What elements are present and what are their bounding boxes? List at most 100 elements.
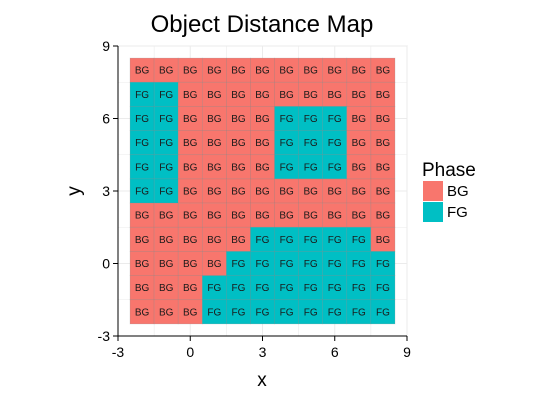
cell-label: BG (159, 211, 174, 222)
cell-fill (274, 251, 299, 276)
cell-label: BG (159, 307, 174, 318)
cell-label: BG (279, 90, 294, 101)
heatmap-cell: BG (322, 81, 348, 107)
cell-fill (274, 154, 299, 180)
heatmap-cell: FG (370, 299, 396, 325)
heatmap-cell: FG (250, 251, 275, 276)
heatmap-cell: FG (250, 226, 275, 252)
heatmap-cell: FG (298, 251, 324, 276)
cell-fill (370, 57, 396, 83)
cell-label: BG (231, 235, 246, 246)
cell-label: BG (303, 90, 318, 101)
cell-label: FG (304, 138, 318, 149)
cell-fill (153, 130, 179, 156)
cell-fill (129, 299, 155, 325)
heatmap-cell: BG (322, 202, 348, 228)
y-tick-label: 0 (102, 256, 110, 272)
heatmap-cell: BG (153, 275, 179, 301)
cell-label: FG (159, 90, 173, 101)
heatmap-cell: BG (201, 202, 227, 228)
heatmap-cell: BG (346, 154, 372, 180)
heatmap-cell: BG (274, 178, 299, 204)
heatmap-cell: FG (129, 81, 155, 107)
heatmap-cell: FG (370, 251, 396, 276)
heatmap-cell: FG (226, 251, 251, 276)
cell-fill (226, 57, 251, 83)
cell-fill (370, 81, 396, 107)
cell-fill (370, 299, 396, 325)
heatmap-cell: BG (370, 130, 396, 156)
x-tick-label: 6 (331, 344, 339, 360)
heatmap-cell: FG (322, 154, 348, 180)
x-tick-label: 3 (259, 344, 267, 360)
cell-label: BG (352, 66, 367, 77)
heatmap-cell: BG (177, 299, 203, 325)
cell-label: FG (256, 307, 270, 318)
cell-label: BG (207, 162, 222, 173)
cell-label: BG (231, 114, 246, 125)
cell-label: BG (159, 66, 174, 77)
cell-label: BG (207, 138, 222, 149)
heatmap-cell: BG (177, 226, 203, 252)
cell-fill (250, 251, 275, 276)
heatmap-cell: BG (201, 226, 227, 252)
heatmap-cell: BG (201, 57, 227, 83)
heatmap-cell: BG (274, 57, 299, 83)
heatmap-cell: FG (346, 226, 372, 252)
cell-label: FG (135, 138, 149, 149)
cell-label: BG (183, 259, 198, 270)
heatmap-cell: BG (177, 154, 203, 180)
legend-label: BG (447, 183, 469, 200)
cell-label: FG (376, 307, 390, 318)
cell-label: BG (159, 283, 174, 294)
cell-label: FG (328, 138, 342, 149)
cell-fill (226, 81, 251, 107)
cell-fill (129, 226, 155, 252)
legend: Phase BG FG (422, 160, 476, 222)
cell-fill (346, 178, 372, 204)
cell-fill (153, 226, 179, 252)
cell-label: FG (328, 307, 342, 318)
cell-label: BG (255, 66, 270, 77)
heatmap-cell: BG (153, 57, 179, 83)
cell-label: BG (352, 162, 367, 173)
cell-label: FG (135, 162, 149, 173)
cell-fill (346, 299, 372, 325)
cell-label: BG (207, 235, 222, 246)
cell-fill (346, 251, 372, 276)
heatmap-cell: FG (201, 299, 227, 325)
chart-title: Object Distance Map (151, 11, 374, 38)
heatmap-cell: BG (129, 299, 155, 325)
cell-label: FG (256, 235, 270, 246)
cell-label: BG (376, 162, 391, 173)
cell-fill (322, 275, 348, 301)
heatmap-cell: BG (370, 226, 396, 252)
cell-label: BG (231, 162, 246, 173)
cell-label: BG (376, 235, 391, 246)
cell-label: FG (352, 283, 366, 294)
cell-label: BG (255, 187, 270, 198)
cell-label: BG (376, 138, 391, 149)
heatmap-cell: FG (274, 226, 299, 252)
heatmap-cell: FG (370, 275, 396, 301)
cell-label: FG (304, 235, 318, 246)
cell-fill (370, 226, 396, 252)
cell-label: FG (135, 187, 149, 198)
heatmap-cell: BG (201, 106, 227, 131)
cell-label: FG (231, 307, 245, 318)
cell-label: BG (183, 90, 198, 101)
cell-label: BG (328, 66, 343, 77)
cell-label: BG (183, 235, 198, 246)
cell-fill (298, 226, 324, 252)
heatmap-cell: BG (226, 226, 251, 252)
cell-label: FG (256, 259, 270, 270)
cell-fill (322, 106, 348, 131)
cell-fill (250, 154, 275, 180)
heatmap-cell: FG (153, 106, 179, 131)
cell-label: BG (303, 66, 318, 77)
heatmap-cell: FG (274, 130, 299, 156)
cell-fill (129, 202, 155, 228)
cell-label: BG (207, 90, 222, 101)
heatmap-cells: BG BG BG BG BG BG BG BG BG BG BG FG FG BG BG BG BG BG BG BG… (129, 57, 396, 325)
heatmap-cell: BG (274, 202, 299, 228)
